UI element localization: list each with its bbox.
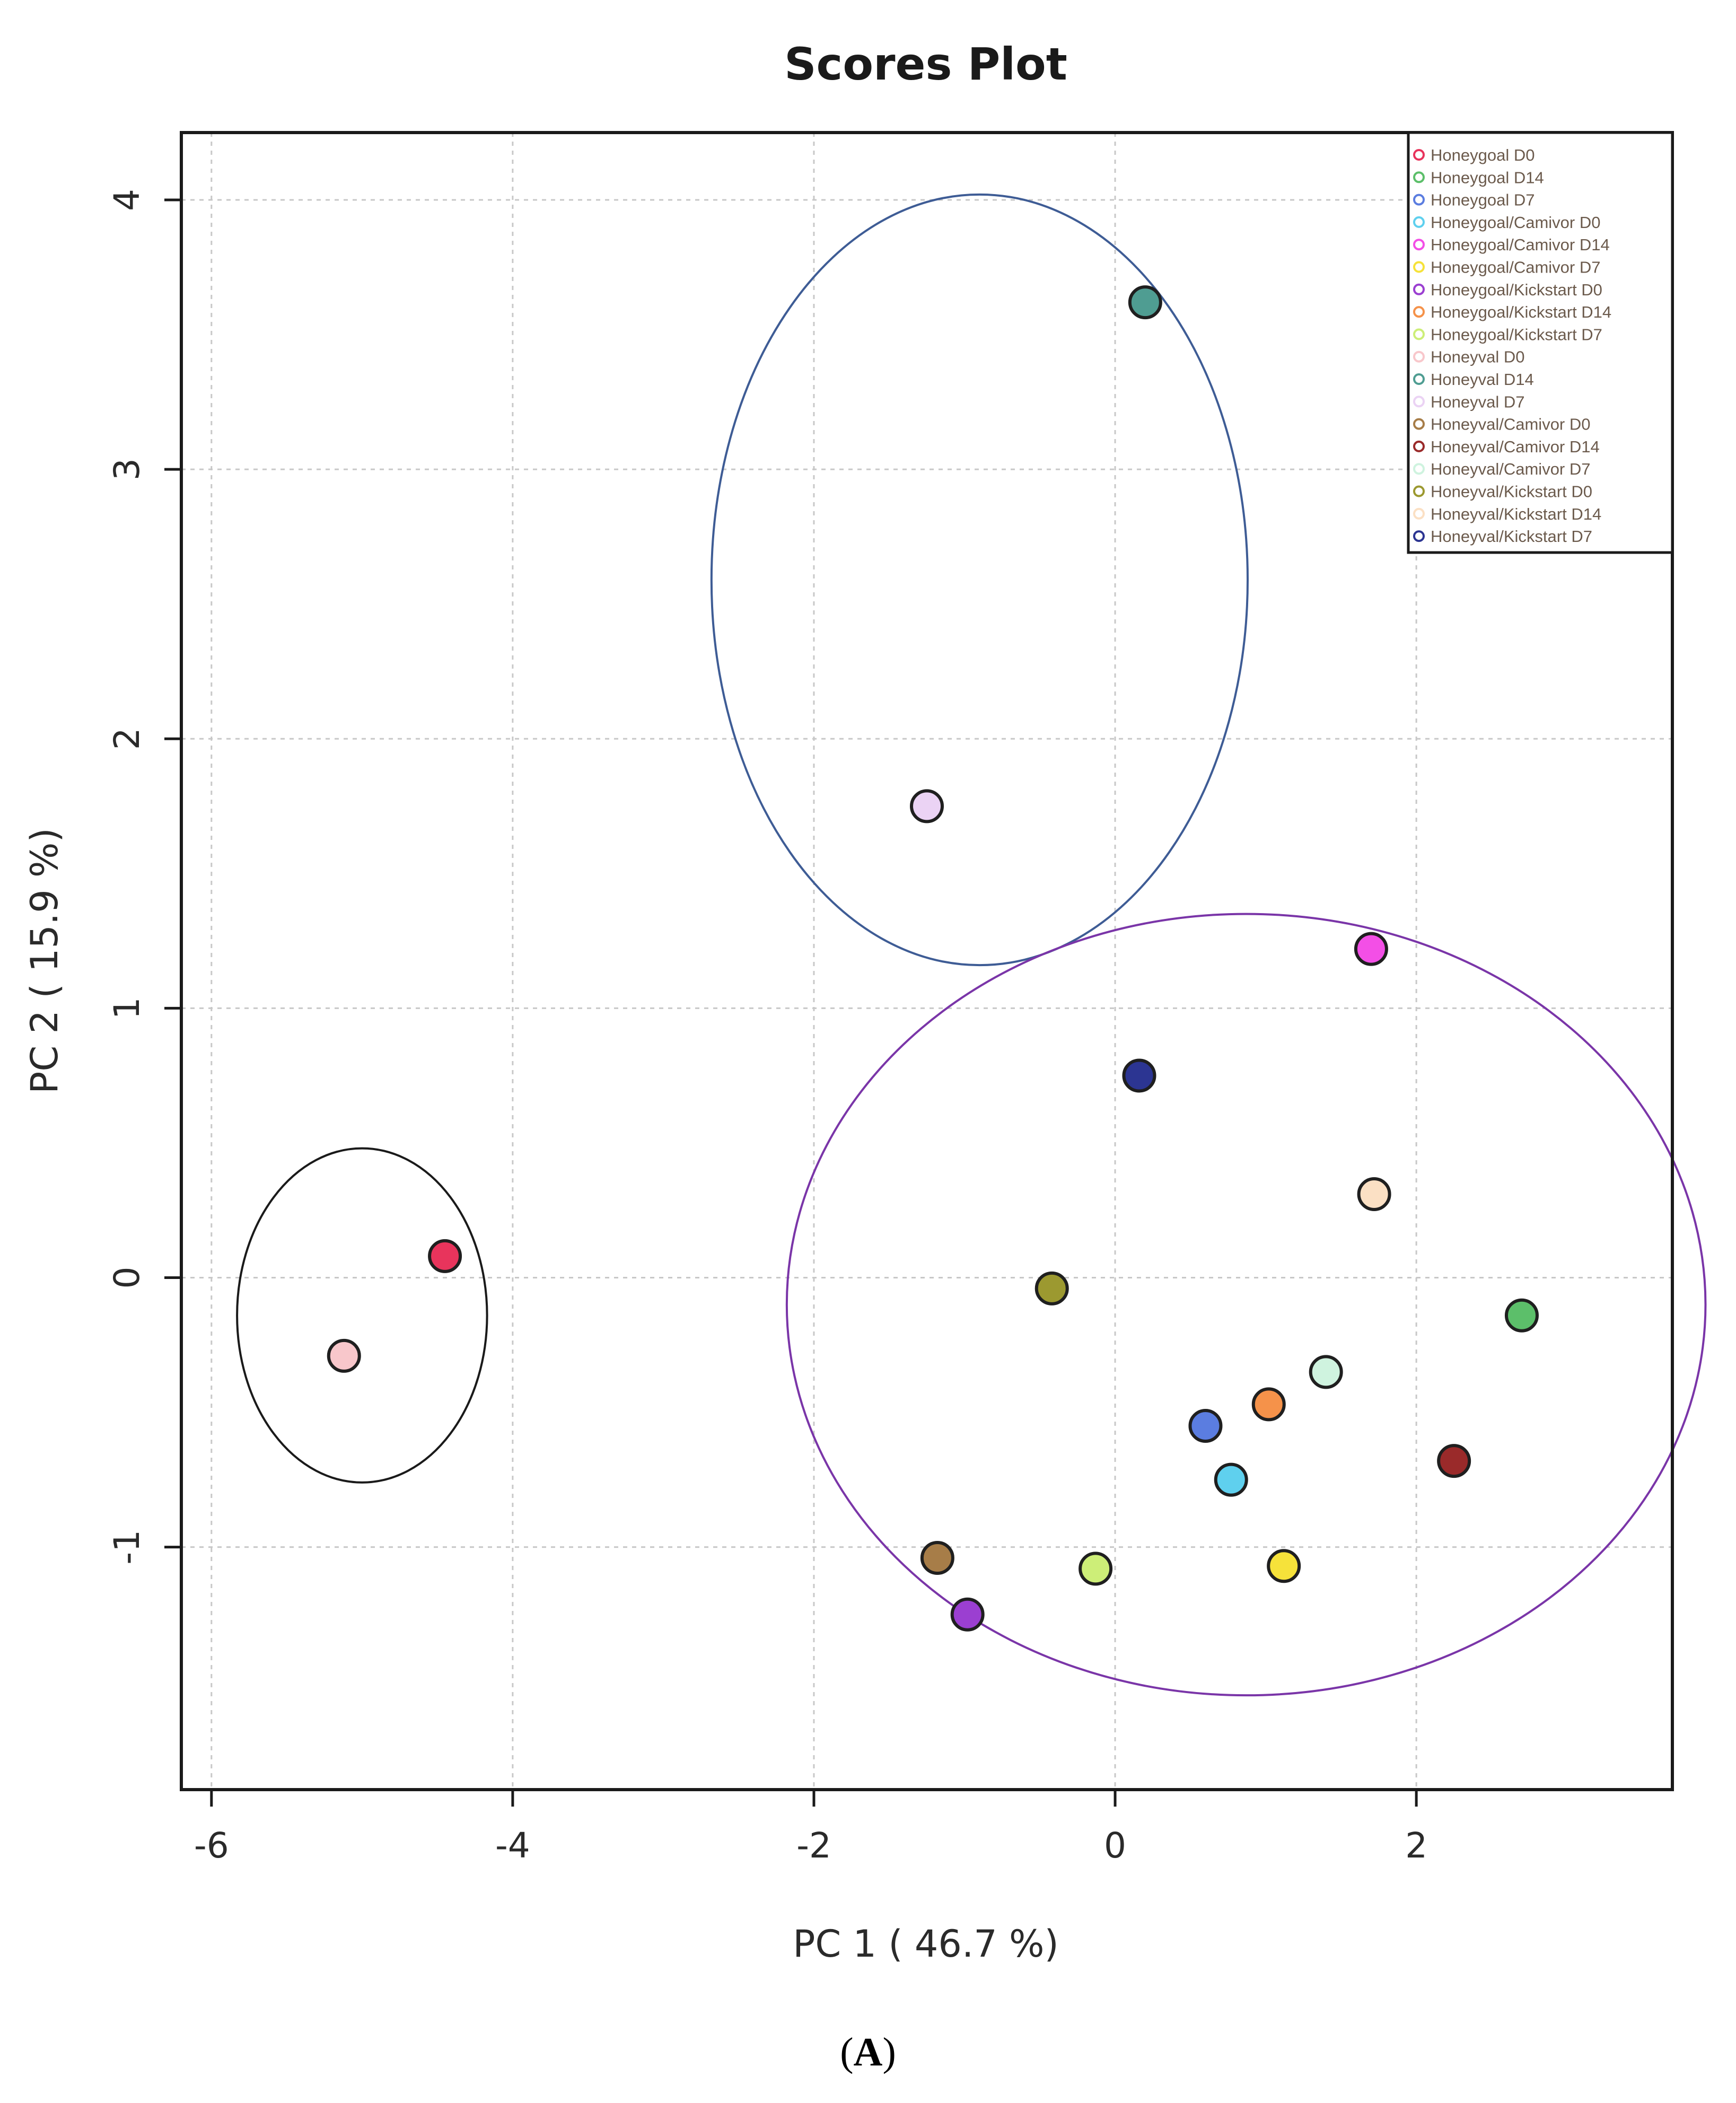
y-tick-label: 4 [107, 189, 147, 211]
legend-label-honeygoal-d7: Honeygoal D7 [1431, 191, 1535, 209]
point-honeyval-kickstart-d14 [1357, 1177, 1391, 1212]
legend-label-honeyval-camivor-d0: Honeyval/Camivor D0 [1431, 415, 1591, 434]
x-tick-label: -2 [796, 1825, 831, 1866]
legend-label-honeygoal-camivor-d7: Honeygoal/Camivor D7 [1431, 258, 1600, 277]
point-honeyval-d14 [1128, 285, 1162, 320]
y-tick-label: -1 [107, 1530, 147, 1565]
legend-label-honeyval-kickstart-d7: Honeyval/Kickstart D7 [1431, 527, 1592, 546]
x-tick-label: 2 [1405, 1825, 1427, 1866]
point-honeygoal-camivor-d14 [1354, 932, 1388, 966]
legend-marker-honeyval-kickstart-d7 [1413, 530, 1425, 542]
y-tick-label: 2 [107, 728, 147, 750]
x-tick-label: 0 [1104, 1825, 1126, 1866]
y-axis-label: PC 2 ( 15.9 %) [23, 828, 66, 1094]
legend-label-honeyval-d7: Honeyval D7 [1431, 392, 1524, 411]
point-honeygoal-d14 [1504, 1298, 1539, 1333]
ellipse-group-3 [785, 913, 1707, 1697]
caption-letter: A [854, 2030, 883, 2074]
legend-label-honeyval-camivor-d7: Honeyval/Camivor D7 [1431, 460, 1591, 478]
point-honeyval-camivor-d7 [1309, 1355, 1343, 1389]
legend-label-honeygoal-d14: Honeygoal D14 [1431, 168, 1544, 187]
ellipse-group-1 [236, 1147, 488, 1484]
y-axis-ticks: -1 0 1 2 3 4 [107, 189, 183, 1565]
legend-marker-honeygoal-kickstart-d14 [1413, 306, 1425, 318]
legend: Honeygoal D0 Honeygoal D14 Honeygoal D7 Hon… [1407, 131, 1674, 554]
legend-marker-honeyval-camivor-d0 [1413, 418, 1425, 430]
point-honeyval-d0 [327, 1338, 361, 1373]
legend-label-honeygoal-kickstart-d14: Honeygoal/Kickstart D14 [1431, 303, 1611, 321]
point-honeyval-kickstart-d0 [1034, 1271, 1069, 1305]
legend-label-honeygoal-kickstart-d7: Honeygoal/Kickstart D7 [1431, 325, 1602, 344]
point-honeygoal-kickstart-d0 [950, 1597, 985, 1632]
x-axis-ticks: -6 -4 -2 0 2 [194, 1788, 1427, 1866]
point-honeyval-camivor-d14 [1437, 1444, 1471, 1478]
y-tick-label: 1 [107, 997, 147, 1019]
legend-marker-honeygoal-d0 [1413, 149, 1425, 161]
legend-marker-honeygoal-d14 [1413, 171, 1425, 183]
legend-marker-honeyval-kickstart-d0 [1413, 485, 1425, 497]
legend-marker-honeyval-camivor-d7 [1413, 463, 1425, 475]
point-honeygoal-kickstart-d7 [1079, 1552, 1113, 1586]
legend-marker-honeygoal-camivor-d7 [1413, 261, 1425, 273]
legend-label-honeyval-camivor-d14: Honeyval/Camivor D14 [1431, 437, 1600, 456]
legend-marker-honeyval-d14 [1413, 373, 1425, 385]
legend-box [1407, 131, 1674, 554]
x-tick-label: -4 [495, 1825, 530, 1866]
confidence-ellipses [236, 193, 1707, 1697]
point-honeygoal-d7 [1188, 1409, 1223, 1443]
point-honeygoal-camivor-d7 [1267, 1549, 1301, 1583]
caption-open: ( [840, 2030, 853, 2074]
legend-marker-honeygoal-kickstart-d7 [1413, 328, 1425, 340]
legend-label-honeygoal-camivor-d0: Honeygoal/Camivor D0 [1431, 213, 1600, 232]
legend-marker-honeyval-kickstart-d14 [1413, 507, 1425, 520]
legend-label-honeyval-d0: Honeyval D0 [1431, 348, 1524, 366]
legend-label-honeyval-d14: Honeyval D14 [1431, 370, 1534, 389]
legend-marker-honeyval-camivor-d14 [1413, 440, 1425, 452]
point-honeyval-camivor-d0 [920, 1541, 954, 1575]
legend-label-honeyval-kickstart-d14: Honeyval/Kickstart D14 [1431, 505, 1601, 523]
legend-marker-honeygoal-d7 [1413, 194, 1425, 206]
legend-label-honeyval-kickstart-d0: Honeyval/Kickstart D0 [1431, 483, 1592, 501]
legend-marker-honeyval-d0 [1413, 350, 1425, 363]
legend-label-honeygoal-kickstart-d0: Honeygoal/Kickstart D0 [1431, 281, 1602, 299]
legend-marker-honeyval-d7 [1413, 396, 1425, 408]
point-honeyval-kickstart-d7 [1122, 1058, 1156, 1093]
chart-title: Scores Plot [784, 38, 1067, 90]
y-tick-label: 3 [107, 458, 147, 480]
data-points [327, 285, 1539, 1632]
ellipse-group-2 [710, 193, 1249, 967]
point-honeygoal-d0 [428, 1239, 462, 1273]
legend-marker-honeygoal-kickstart-d0 [1413, 283, 1425, 295]
y-tick-label: 0 [107, 1267, 147, 1289]
point-honeyval-d7 [910, 789, 944, 823]
caption-close: ) [882, 2030, 896, 2074]
point-honeygoal-camivor-d0 [1214, 1462, 1248, 1497]
legend-label-honeygoal-d0: Honeygoal D0 [1431, 146, 1535, 164]
x-axis-label: PC 1 ( 46.7 %) [793, 1922, 1059, 1966]
x-tick-label: -6 [194, 1825, 229, 1866]
grid-lines [181, 133, 1672, 1790]
legend-marker-honeygoal-camivor-d0 [1413, 216, 1425, 228]
figure-caption: (A) [840, 2030, 896, 2074]
point-honeygoal-kickstart-d14 [1251, 1387, 1286, 1422]
legend-marker-honeygoal-camivor-d14 [1413, 239, 1425, 251]
legend-label-honeygoal-camivor-d14: Honeygoal/Camivor D14 [1431, 235, 1610, 254]
